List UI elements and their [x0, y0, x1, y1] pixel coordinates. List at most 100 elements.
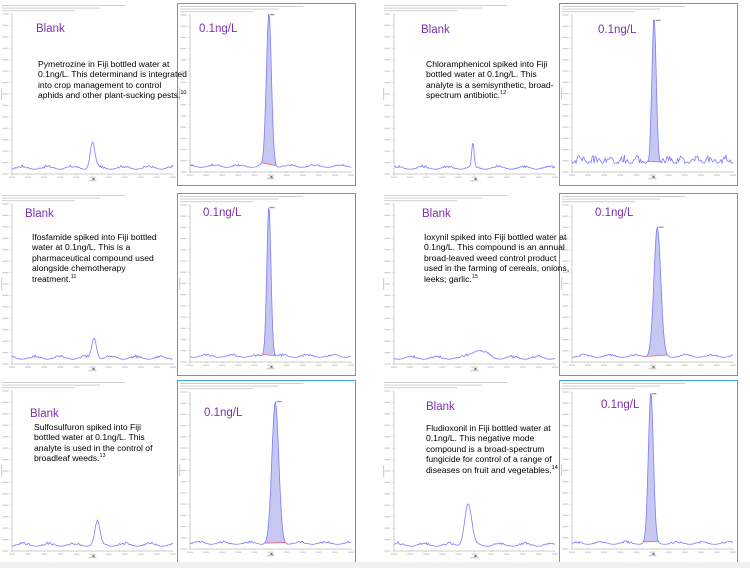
y-tick-label — [2, 470, 9, 472]
y-tick-label — [562, 503, 569, 505]
spiked-trace-svg — [561, 383, 736, 557]
header-text — [562, 11, 636, 13]
y-tick-label — [384, 550, 391, 552]
y-tick-label — [180, 81, 187, 83]
chromatogram-panel-pymetrozine: Blank 0.1ng/L Pymetrozine in Fiji bottled … — [0, 3, 368, 186]
x-tick-label — [25, 366, 32, 368]
y-tick-label — [562, 492, 569, 494]
spiked-chromatogram — [559, 193, 738, 376]
y-tick-label — [2, 260, 9, 262]
x-tick-label — [315, 174, 322, 176]
x-tick-label — [730, 551, 736, 553]
x-tick-label — [9, 176, 15, 178]
x-tick-label — [471, 176, 478, 178]
x-tick-label — [73, 366, 80, 368]
header-text — [2, 10, 76, 12]
y-tick-label — [562, 436, 569, 438]
x-tick-label — [552, 176, 558, 178]
y-tick-label — [562, 469, 569, 472]
y-tick-label — [2, 271, 9, 274]
x-tick-label — [105, 176, 112, 178]
integrated-peak-area — [264, 401, 286, 544]
x-tick-label — [697, 174, 704, 176]
y-tick-label — [384, 237, 391, 239]
y-tick-label — [384, 127, 391, 129]
x-tick-label — [137, 366, 144, 368]
y-tick-label — [2, 458, 9, 461]
y-tick-label — [384, 36, 391, 38]
header-text — [384, 200, 458, 202]
y-tick-label — [562, 361, 569, 363]
y-tick-label — [2, 59, 9, 61]
chromatogram-panel-chloramphenicol: Blank 0.1ng/L Chloramphenicol spiked into … — [382, 3, 750, 186]
y-tick-label — [2, 81, 9, 84]
y-tick-label — [384, 390, 391, 392]
x-tick-label — [41, 553, 48, 555]
x-tick-label — [649, 551, 656, 553]
x-tick-label — [585, 364, 592, 366]
marker-icon — [473, 555, 478, 557]
header-text — [180, 6, 304, 7]
chromatogram-trace — [189, 207, 352, 358]
x-tick-label — [235, 174, 242, 176]
y-tick-label — [384, 47, 391, 49]
reference-number: 13 — [99, 453, 106, 460]
blank-chromatogram — [0, 193, 176, 376]
x-tick-label — [681, 364, 688, 366]
y-tick-label — [384, 70, 391, 72]
x-axis-label — [470, 557, 479, 559]
x-tick-label — [519, 553, 526, 555]
marker-icon — [651, 553, 656, 555]
x-tick-label — [267, 174, 274, 176]
x-tick-label — [331, 364, 338, 366]
y-tick-label — [2, 93, 9, 95]
y-tick-label — [562, 338, 569, 341]
y-tick-label — [384, 538, 391, 541]
header-text — [2, 200, 76, 202]
y-tick-label — [2, 226, 9, 228]
x-tick-label — [423, 366, 430, 368]
x-tick-label — [407, 366, 414, 368]
x-tick-label — [25, 176, 32, 178]
y-tick-label — [384, 139, 391, 141]
chromatogram-trace — [11, 141, 174, 170]
y-tick-label — [562, 171, 569, 173]
y-tick-label — [180, 126, 187, 128]
header-text — [562, 196, 686, 197]
chromatogram-trace — [11, 519, 174, 547]
spiked-trace-svg — [179, 383, 354, 557]
x-tick-label — [105, 366, 112, 368]
x-tick-label — [665, 174, 672, 176]
y-tick-label — [384, 493, 391, 495]
y-tick-label — [180, 436, 187, 438]
blank-trace-svg — [383, 382, 558, 559]
y-tick-label — [384, 329, 391, 331]
x-tick-label — [267, 364, 274, 366]
y-tick-label — [562, 249, 569, 251]
y-tick-label — [384, 458, 391, 461]
header-text — [2, 387, 76, 389]
y-tick-label — [384, 150, 391, 152]
y-tick-label — [562, 425, 569, 427]
spiked-concentration-label: 0.1ng/L — [601, 399, 640, 411]
x-tick-label — [713, 551, 720, 553]
reference-number: 14 — [551, 464, 558, 471]
y-tick-label — [2, 504, 9, 506]
x-axis-label — [266, 555, 275, 557]
peak-apex-label — [658, 226, 664, 228]
spiked-trace-svg — [179, 196, 354, 370]
y-tick-label — [180, 14, 187, 16]
description-text: Pymetrozine in Fiji bottled water at 0.1… — [38, 59, 187, 101]
header-text — [562, 383, 686, 384]
x-tick-label — [235, 364, 242, 366]
y-axis-label — [383, 465, 385, 477]
x-tick-label — [681, 174, 688, 176]
analyte-description: Sulfosulfuron spiked into Fiji bottled w… — [34, 422, 164, 464]
y-tick-label — [562, 81, 569, 83]
blank-chromatogram — [382, 3, 558, 186]
analyte-description: Chloramphenicol spiked into Fiji bottled… — [426, 59, 561, 101]
blank-label: Blank — [426, 401, 455, 413]
chromatogram-trace — [571, 226, 734, 358]
y-axis-label — [179, 87, 181, 100]
y-tick-label — [2, 173, 9, 175]
